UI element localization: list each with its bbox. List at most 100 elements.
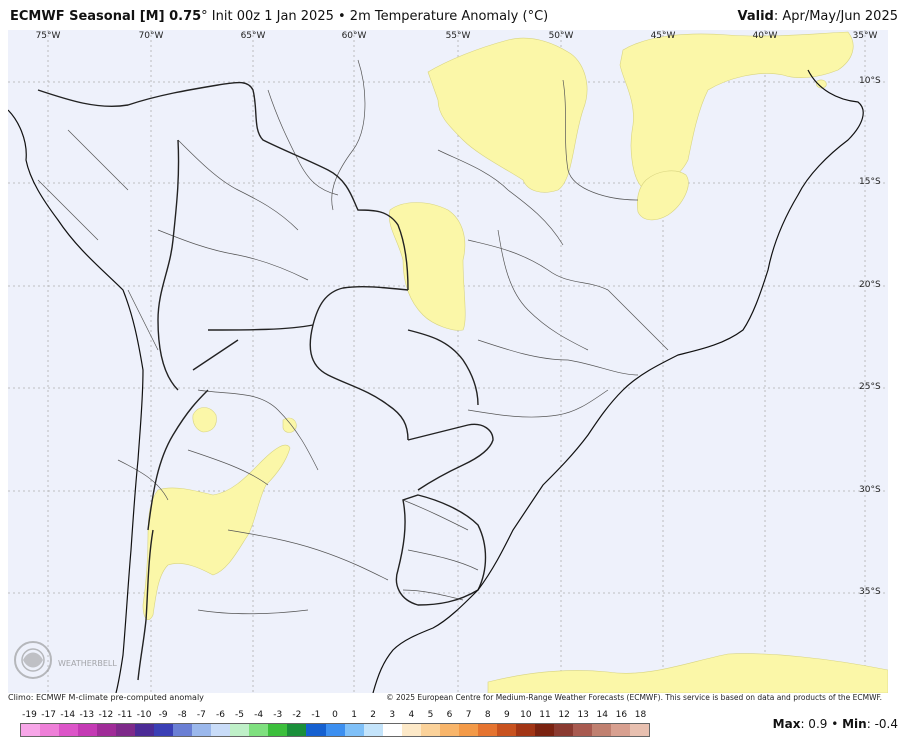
- colorbar-cell: [630, 724, 650, 736]
- colorbar-cell: [477, 724, 497, 736]
- weatherbell-logo: WEATHERBELL: [14, 641, 117, 679]
- anomaly-region-north-brazil: [427, 37, 588, 193]
- colorbar-tick-label: -1: [311, 710, 321, 720]
- lat-label-25s: 25°S: [859, 382, 881, 392]
- colorbar-tick-label: -12: [98, 710, 114, 720]
- colorbar-tick-label: -8: [177, 710, 187, 720]
- colorbar-cell: [553, 724, 573, 736]
- colorbar-tick-label: 14: [596, 710, 608, 720]
- colorbar-cell: [192, 724, 212, 736]
- colorbar-cell: [287, 724, 307, 736]
- lon-label-75w: 75°W: [35, 31, 61, 41]
- colorbar-cell: [363, 724, 383, 736]
- colorbar-tick-label: 9: [503, 710, 510, 720]
- watermark-text: WEATHERBELL: [58, 659, 117, 668]
- anomaly-region-cuyo: [142, 444, 291, 620]
- colorbar-tick-label: -2: [292, 710, 302, 720]
- colorbar-cell: [382, 724, 402, 736]
- colorbar-cell: [116, 724, 136, 736]
- anomaly-region-south-atlantic: [487, 653, 888, 693]
- colorbar-cell: [230, 724, 250, 736]
- colorbar-tick-label: 1: [351, 710, 357, 720]
- lon-label-60w: 60°W: [341, 31, 367, 41]
- colorbar-tick-label: 0: [332, 710, 338, 720]
- colorbar-cell: [515, 724, 535, 736]
- colorbar-tick-label: 5: [427, 710, 434, 720]
- colorbar-cell: [78, 724, 98, 736]
- colorbar-tick-label: 4: [408, 710, 415, 720]
- colorbar-tick-label: 10: [520, 710, 532, 720]
- colorbar-tick-label: 8: [484, 710, 491, 720]
- province-borders: [37, 59, 669, 615]
- colorbar-cell: [154, 724, 174, 736]
- colorbar-cell: [268, 724, 288, 736]
- colorbar-tick-label: 16: [615, 710, 628, 720]
- colorbar-cell: [401, 724, 421, 736]
- colorbar-cell: [344, 724, 364, 736]
- anomaly-region-bahia: [636, 170, 689, 221]
- colorbar-tick-label: -17: [41, 710, 56, 720]
- colorbar-cell: [211, 724, 231, 736]
- colorbar-tick-label: -7: [196, 710, 206, 720]
- colorbar-labels: -19 -17 -14 -13 -12 -11 -10 -9 -8 -7 -6 -5 -4 -3 -2 -1 0…: [20, 710, 650, 722]
- colorbar-cell: [59, 724, 79, 736]
- lon-label-35w: 35°W: [852, 31, 878, 41]
- colorbar-cell: [496, 724, 516, 736]
- colorbar-tick-label: -19: [22, 710, 37, 720]
- colorbar-tick-label: -3: [273, 710, 283, 720]
- lon-label-70w: 70°W: [138, 31, 164, 41]
- colorbar-cell: [135, 724, 155, 736]
- colorbar-cell: [325, 724, 345, 736]
- colorbar-cell: [591, 724, 611, 736]
- colorbar-cell: [534, 724, 554, 736]
- colorbar-tick-label: -14: [60, 710, 76, 720]
- map-panel: WEATHERBELL 75°W 70°W 65°W 60°W 55°W 50°…: [8, 30, 888, 693]
- lat-label-20s: 20°S: [859, 280, 881, 290]
- lat-label-10s: 10°S: [859, 76, 881, 86]
- anomaly-regions: [142, 31, 888, 693]
- colorbar-tick-label: 3: [389, 710, 396, 720]
- colorbar-tick-label: -9: [158, 710, 168, 720]
- colorbar-cell: [439, 724, 459, 736]
- map-background: [8, 30, 888, 693]
- colorbar-cell: [40, 724, 60, 736]
- colorbar-cell: [306, 724, 326, 736]
- colorbar-tick-label: -10: [136, 710, 152, 720]
- colorbar-tick-label: 2: [370, 710, 377, 720]
- colorbar-tick-label: 7: [465, 710, 472, 720]
- colorbar-cell: [97, 724, 117, 736]
- colorbar-tick-label: 13: [577, 710, 589, 720]
- lon-label-45w: 45°W: [650, 31, 676, 41]
- lon-label-40w: 40°W: [752, 31, 778, 41]
- header: ECMWF Seasonal [M] 0.75° Init 00z 1 Jan …: [0, 0, 914, 30]
- max-min-stats: Max: 0.9 • Min: -0.4: [772, 717, 898, 731]
- lat-label-30s: 30°S: [859, 485, 881, 495]
- colorbar-cell: [249, 724, 269, 736]
- colorbar: [20, 723, 650, 737]
- colorbar-tick-label: -4: [254, 710, 264, 720]
- valid-period: Valid: Apr/May/Jun 2025: [737, 9, 898, 24]
- graticule: [8, 30, 888, 693]
- lon-label-65w: 65°W: [240, 31, 266, 41]
- colorbar-cell: [458, 724, 478, 736]
- map-canvas: WEATHERBELL: [8, 30, 888, 693]
- colorbar-tick-label: -13: [79, 710, 95, 720]
- anomaly-region-pantanal: [388, 202, 466, 331]
- colorbar-tick-label: 6: [446, 710, 453, 720]
- climo-note: Climo: ECMWF M-climate pre-computed anom…: [8, 693, 204, 702]
- lat-label-15s: 15°S: [859, 177, 881, 187]
- anomaly-region-northeast-brazil: [619, 31, 854, 189]
- colorbar-tick-label: -5: [235, 710, 245, 720]
- colorbar-cell: [21, 724, 41, 736]
- anomaly-region-atlantic-east: [815, 79, 827, 89]
- lat-label-35s: 35°S: [859, 587, 881, 597]
- colorbar-tick-label: -11: [117, 710, 133, 720]
- colorbar-tick-label: -6: [215, 710, 225, 720]
- colorbar-cell: [610, 724, 630, 736]
- copyright-note: © 2025 European Centre for Medium-Range …: [386, 693, 882, 702]
- lon-label-55w: 55°W: [445, 31, 471, 41]
- colorbar-cell: [173, 724, 193, 736]
- anomaly-region-argentina-north: [192, 407, 217, 433]
- map-title: ECMWF Seasonal [M] 0.75° Init 00z 1 Jan …: [10, 9, 549, 24]
- colorbar-tick-label: 18: [634, 710, 647, 720]
